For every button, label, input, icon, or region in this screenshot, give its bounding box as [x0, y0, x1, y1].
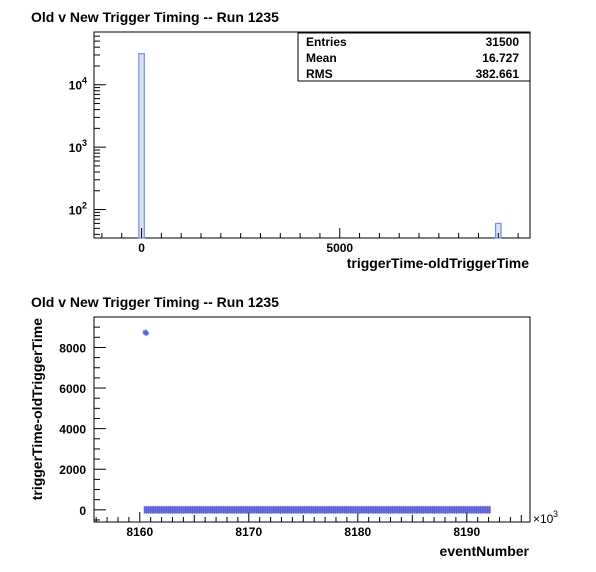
histogram-frame: [93, 31, 531, 239]
stats-rms-value: 382.661: [476, 67, 520, 81]
scatter-panel: Old v New Trigger Timing -- Run 1235 816…: [29, 294, 558, 559]
histogram-y-ticks: [94, 31, 106, 235]
histogram-title: Old v New Trigger Timing -- Run 1235: [31, 9, 279, 25]
y-tick-label-8000: 8000: [59, 341, 86, 355]
stats-mean-value: 16.727: [482, 51, 519, 65]
y-tick-exp-10000: 4: [82, 76, 87, 86]
y-tick-label-100: 10 2: [69, 201, 87, 218]
stats-box-frame: [297, 32, 531, 82]
y-tick-base-100: 10: [69, 204, 83, 218]
x-tick-label-8160: 8160: [126, 525, 153, 539]
y-tick-label-10000: 10 4: [69, 76, 87, 93]
x-tick-label-5000: 5000: [326, 241, 353, 255]
stats-entries-label: Entries: [306, 35, 347, 49]
scatter-frame: [93, 316, 531, 523]
histogram-x-axis-label: triggerTime-oldTriggerTime: [347, 255, 530, 271]
y-tick-label-1000: 10 3: [69, 138, 87, 155]
x-axis-multiplier-exp: 3: [553, 509, 558, 519]
x-tick-label-8170: 8170: [235, 525, 262, 539]
histogram-x-ticks: [101, 228, 519, 238]
y-tick-base-1000: 10: [69, 141, 83, 155]
x-axis-multiplier: ×10 3: [533, 509, 558, 526]
x-tick-label-0: 0: [138, 241, 145, 255]
y-tick-label-6000: 6000: [59, 382, 86, 396]
stats-box: Entries 31500 Mean 16.727 RMS 382.661: [297, 32, 531, 82]
x-tick-label-8180: 8180: [344, 525, 371, 539]
x-axis-multiplier-base: ×10: [533, 512, 554, 526]
scatter-points: [142, 329, 491, 514]
scatter-point-1: [143, 330, 150, 337]
histogram-bar-0: [138, 53, 145, 239]
scatter-y-ticks: [94, 316, 106, 521]
y-tick-base-10000: 10: [69, 79, 83, 93]
scatter-title: Old v New Trigger Timing -- Run 1235: [31, 294, 279, 310]
scatter-x-ticks: [95, 512, 522, 522]
stats-mean-label: Mean: [306, 51, 337, 65]
stats-entries-value: 31500: [486, 35, 520, 49]
y-tick-exp-1000: 3: [82, 138, 87, 148]
y-tick-label-2000: 2000: [59, 463, 86, 477]
scatter-y-axis-label: triggerTime-oldTriggerTime: [29, 318, 45, 501]
y-tick-label-0: 0: [79, 504, 86, 518]
stats-rms-label: RMS: [306, 67, 333, 81]
x-tick-label-8190: 8190: [453, 525, 480, 539]
scatter-point-band: [144, 506, 491, 514]
scatter-x-axis-label: eventNumber: [440, 543, 530, 559]
histogram-panel: Old v New Trigger Timing -- Run 1235 0 5…: [31, 9, 531, 271]
y-tick-exp-100: 2: [82, 201, 87, 211]
y-tick-label-4000: 4000: [59, 423, 86, 437]
